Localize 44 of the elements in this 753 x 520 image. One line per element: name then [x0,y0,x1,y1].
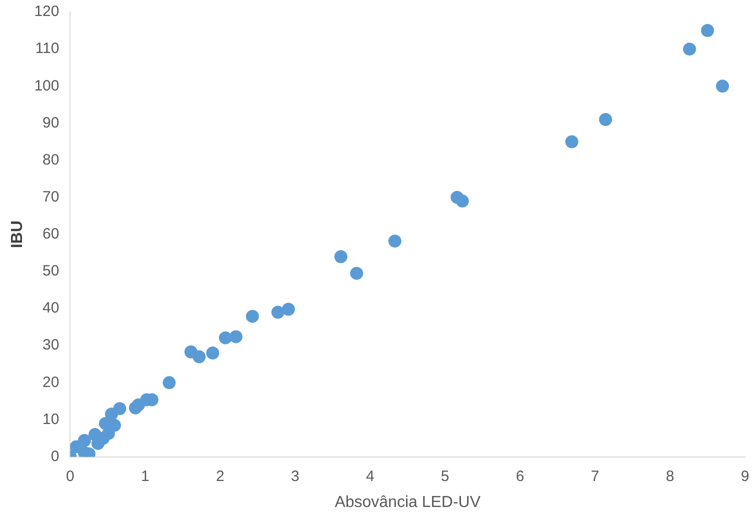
point [701,24,714,38]
point [192,350,206,364]
y-tick-label: 0 [50,448,60,465]
point [246,310,259,323]
x-tick-label: 6 [516,468,524,485]
point [683,42,696,56]
x-tick-label: 9 [740,468,750,485]
point [456,194,469,208]
x-tick-label: 5 [440,468,450,485]
point [334,250,348,264]
y-tick-label: 120 [34,3,60,20]
point [599,112,612,126]
point [716,80,730,93]
y-tick-label: 90 [42,114,60,132]
point [218,331,232,344]
y-tick-label: 80 [42,151,60,168]
x-tick-label: 4 [366,468,374,485]
y-tick-label: 10 [42,410,60,428]
y-tick-label: 110 [35,40,60,58]
y-tick-label: 50 [42,262,60,280]
point [113,402,126,416]
x-tick-label: 2 [216,468,224,485]
y-tick-label: 70 [42,188,60,206]
x-tick-label: 8 [666,468,674,485]
point [229,330,242,344]
y-tick-label: 40 [42,300,60,317]
point [206,346,220,360]
x-axis-title: Absovância LED-UV [334,494,481,511]
point [388,234,402,248]
y-tick-label: 20 [42,374,60,391]
point [565,135,578,148]
y-axis-title: IBU [9,220,26,248]
point [350,266,364,280]
point [271,306,284,319]
x-tick-label: 3 [290,468,300,485]
y-tick-label: 100 [34,77,60,94]
x-tick-label: 0 [66,468,74,485]
point [78,434,91,447]
point [282,302,295,316]
x-tick-label: 1 [141,468,150,485]
x-tick-label: 7 [590,468,600,485]
y-tick-label: 30 [42,336,60,354]
point [162,376,176,390]
y-tick-label: 60 [42,226,60,243]
